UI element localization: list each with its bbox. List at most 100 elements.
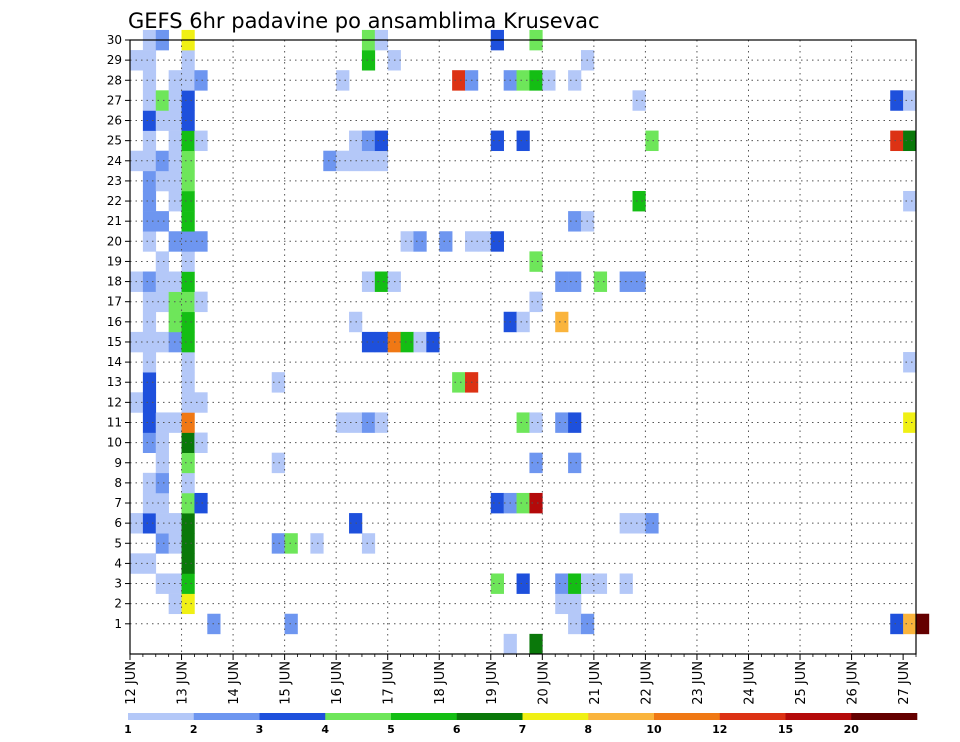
precip-cell — [568, 613, 582, 635]
precip-cell — [903, 412, 917, 433]
precip-cell — [181, 271, 195, 292]
precip-cell — [336, 412, 350, 433]
precip-cell — [400, 231, 414, 252]
colorbar-swatch — [851, 713, 918, 720]
precip-cell — [181, 231, 195, 252]
precip-cell — [194, 392, 208, 413]
y-tick-label: 8 — [114, 476, 122, 490]
precip-cell — [181, 311, 195, 333]
precip-cell — [568, 70, 582, 91]
precip-cell — [181, 90, 195, 111]
precip-cell — [361, 331, 376, 353]
precip-cell — [529, 492, 543, 514]
x-tick-label: 24 JUN — [742, 661, 757, 705]
precip-cell — [903, 352, 917, 373]
precip-cell — [903, 613, 917, 635]
precip-cell — [194, 492, 208, 514]
y-tick-label: 30 — [107, 33, 122, 47]
precip-cell — [155, 271, 169, 292]
precip-cell — [142, 291, 157, 313]
precip-cell — [181, 533, 195, 554]
colorbar-swatch — [391, 713, 458, 720]
y-tick-label: 10 — [107, 436, 122, 450]
precip-cell — [374, 271, 389, 292]
colorbar-swatch — [522, 713, 589, 720]
x-tick-label: 12 JUN — [124, 661, 139, 705]
precip-cell — [142, 190, 157, 212]
precip-cell — [181, 432, 195, 453]
precip-cell — [632, 190, 646, 212]
y-tick-label: 15 — [107, 335, 122, 349]
colorbar-swatch — [128, 713, 195, 720]
precip-cell — [142, 130, 157, 152]
colorbar-tick-label: 3 — [256, 723, 264, 736]
x-tick-label: 22 JUN — [639, 661, 654, 705]
precip-cell — [452, 372, 466, 393]
precip-cell — [142, 492, 157, 514]
precip-cell — [555, 593, 569, 615]
x-tick-label: 20 JUN — [536, 661, 551, 705]
precip-cell — [490, 231, 504, 252]
precip-cell — [413, 231, 427, 252]
precip-cell — [336, 70, 350, 91]
precip-cell — [181, 50, 195, 71]
precip-cell — [452, 70, 466, 91]
y-tick-label: 27 — [107, 93, 122, 107]
precip-cell — [568, 211, 582, 232]
precip-cell — [336, 150, 350, 172]
precip-cell — [361, 150, 376, 172]
precip-cell — [142, 553, 157, 574]
precip-cell — [194, 130, 208, 152]
precip-cell — [181, 110, 195, 131]
precip-cell — [142, 211, 157, 232]
precip-cell — [593, 573, 608, 594]
precip-cell — [632, 271, 646, 292]
precip-cell — [503, 633, 517, 655]
precip-cell — [155, 452, 169, 474]
precip-cell — [529, 452, 543, 474]
x-tick-label: 19 JUN — [485, 661, 500, 705]
precip-cell — [439, 231, 453, 252]
precip-cell — [361, 533, 376, 554]
y-tick-label: 12 — [107, 395, 122, 409]
precip-cell — [516, 573, 530, 594]
precip-cell — [903, 130, 917, 152]
precip-cell — [529, 70, 543, 91]
precip-cell — [568, 271, 582, 292]
precip-cell — [271, 452, 285, 474]
precip-cell — [529, 412, 543, 433]
colorbar-tick-label: 1 — [124, 723, 132, 736]
y-tick-label: 13 — [107, 375, 122, 389]
precip-cell — [194, 432, 208, 453]
y-tick-label: 9 — [114, 456, 122, 470]
colorbar-tick-label: 15 — [778, 723, 793, 736]
precip-cell — [890, 613, 904, 635]
colorbar-tick-label: 12 — [712, 723, 727, 736]
y-tick-label: 25 — [107, 134, 122, 148]
cells-layer — [130, 29, 930, 655]
y-tick-label: 16 — [107, 315, 122, 329]
precip-cell — [555, 271, 569, 292]
precip-cell — [516, 70, 530, 91]
y-tick-label: 28 — [107, 73, 122, 87]
precip-cell — [194, 70, 208, 91]
precip-cell — [916, 613, 930, 635]
precip-cell — [155, 472, 169, 494]
precip-cell — [142, 110, 157, 131]
precip-cell — [181, 291, 195, 313]
precip-cell — [593, 271, 608, 292]
precip-cell — [155, 573, 169, 594]
colorbar-tick-label: 8 — [584, 723, 592, 736]
precip-cell — [529, 291, 543, 313]
precip-cell — [903, 90, 917, 111]
y-tick-label: 20 — [107, 234, 122, 248]
colorbar-tick-label: 2 — [190, 723, 198, 736]
precip-cell — [155, 492, 169, 514]
colorbar-swatch — [588, 713, 655, 720]
precip-cell — [181, 553, 195, 574]
precip-cell — [142, 150, 157, 172]
precip-cell — [555, 412, 569, 433]
precip-cell — [374, 331, 389, 353]
precip-cell — [490, 492, 504, 514]
precip-cell — [181, 392, 195, 413]
